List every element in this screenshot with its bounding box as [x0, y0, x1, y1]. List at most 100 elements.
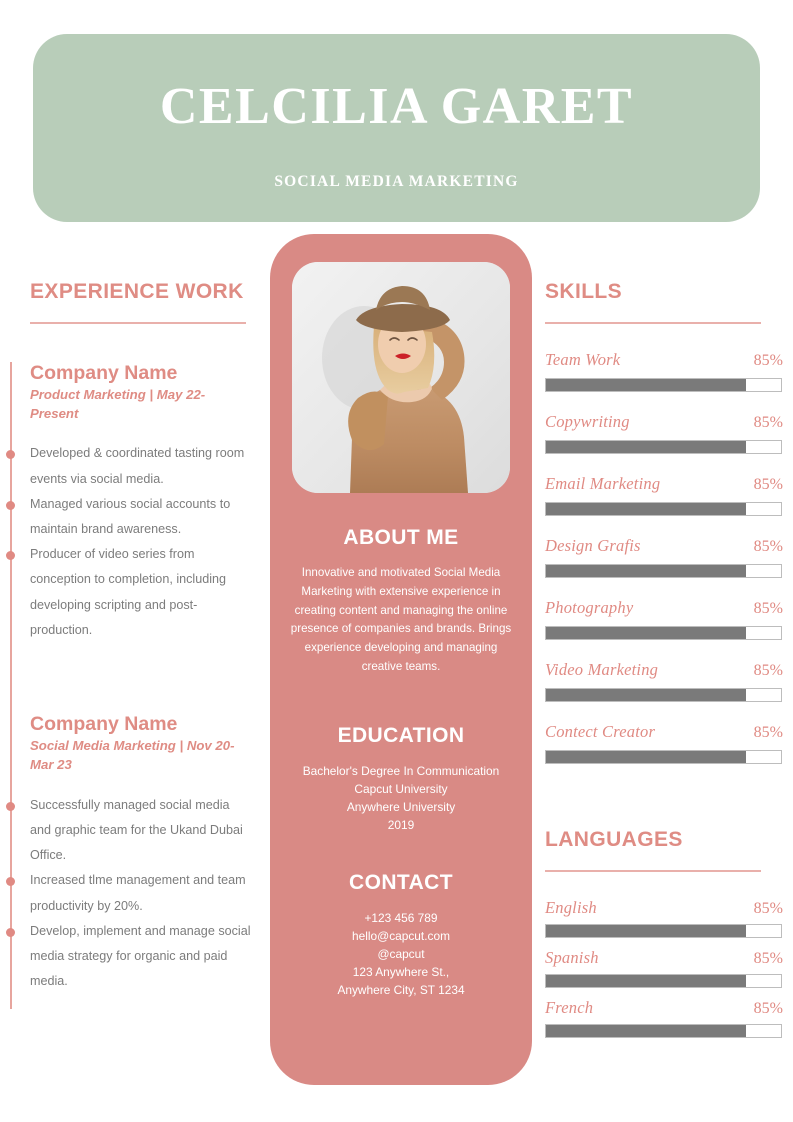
- language-meter-track: [545, 923, 782, 938]
- about-me-section: ABOUT ME Innovative and motivated Social…: [270, 526, 532, 677]
- about-me-heading: ABOUT ME: [343, 526, 459, 549]
- skill-meter-header: Design Grafis 85%: [545, 536, 783, 556]
- language-meter-fill: [546, 924, 746, 937]
- skill-meter-header: Team Work 85%: [545, 350, 783, 370]
- education-heading: EDUCATION: [337, 724, 465, 747]
- language-meter: Spanish 85%: [545, 948, 783, 988]
- language-meter-header: French 85%: [545, 998, 783, 1018]
- skills-meter-list: Team Work 85% Copywriting 85% Email Marketin…: [545, 350, 783, 764]
- skill-meter-fill: [546, 378, 746, 391]
- language-meter: English 85%: [545, 898, 783, 938]
- languages-heading: LANGUAGES: [545, 828, 683, 851]
- language-meter-fill: [546, 1024, 746, 1037]
- skill-meter-percent: 85%: [753, 723, 783, 741]
- education-line: Capcut University: [354, 782, 448, 797]
- skills-section: SKILLS Team Work 85% Copywriting 85% Email M…: [545, 280, 783, 784]
- language-meter-header: Spanish 85%: [545, 948, 783, 968]
- skill-meter-header: Photography 85%: [545, 598, 783, 618]
- skill-meter-header: Copywriting 85%: [545, 412, 783, 432]
- skill-meter-percent: 85%: [753, 537, 783, 555]
- page-title: CELCILIA GARET: [159, 78, 634, 135]
- skill-meter-header: Video Marketing 85%: [545, 660, 783, 680]
- skill-meter-track: [545, 439, 782, 454]
- skill-meter: Photography 85%: [545, 598, 783, 640]
- languages-section: LANGUAGES English 85% Spanish 85% French 85%: [545, 828, 783, 1048]
- skills-heading: SKILLS: [545, 280, 623, 303]
- job-bullet-item: Producer of video series from conception…: [6, 542, 252, 643]
- job-bullet-text: Managed various social accounts to maint…: [30, 496, 231, 536]
- skill-meter-fill: [546, 502, 746, 515]
- about-me-text: Innovative and motivated Social Media Ma…: [290, 566, 512, 673]
- job-bullet-item: Developed & coordinated tasting room eve…: [6, 441, 252, 491]
- job-bullet-text: Successfully managed social media and gr…: [30, 797, 243, 863]
- job-bullet-item: Managed various social accounts to maint…: [6, 492, 252, 542]
- skill-meter-header: Contect Creator 85%: [545, 722, 783, 742]
- skill-meter: Email Marketing 85%: [545, 474, 783, 516]
- language-meter-percent: 85%: [753, 949, 783, 967]
- portrait-photo-icon: [292, 262, 510, 493]
- contact-details: +123 456 789 hello@capcut.com @capcut 123 A…: [283, 909, 519, 999]
- language-meter-percent: 85%: [753, 999, 783, 1017]
- job-role-dates: Product Marketing | May 22-Present: [30, 386, 206, 421]
- job-company-name: Company Name: [30, 361, 178, 384]
- education-line: 2019: [387, 818, 415, 833]
- job-bullet-item: Successfully managed social media and gr…: [6, 793, 252, 869]
- job-bullet-item: Increased tlme management and team produ…: [6, 868, 252, 918]
- timeline-dot-icon: [6, 877, 15, 887]
- language-meter-track: [545, 973, 782, 988]
- experience-timeline: Company Name Product Marketing | May 22-P…: [0, 361, 262, 1009]
- job-bullet-list: Successfully managed social media and gr…: [6, 793, 262, 995]
- skill-meter-percent: 85%: [753, 599, 783, 617]
- job-bullet-text: Producer of video series from conception…: [30, 547, 227, 637]
- skill-meter: Copywriting 85%: [545, 412, 783, 454]
- experience-heading: EXPERIENCE WORK: [30, 280, 244, 303]
- skill-meter-track: [545, 377, 782, 392]
- skill-meter-track: [545, 501, 782, 516]
- language-meter-track: [545, 1023, 782, 1038]
- education-section: EDUCATION Bachelor's Degree In Communica…: [270, 724, 532, 834]
- contact-line: +123 456 789: [364, 911, 438, 925]
- job-bullet-text: Increased tlme management and team produ…: [30, 873, 246, 913]
- job-company-name: Company Name: [30, 712, 178, 735]
- skill-meter-fill: [546, 750, 746, 763]
- contact-heading: CONTACT: [349, 871, 453, 894]
- header-banner: CELCILIA GARET SOCIAL MEDIA MARKETING: [33, 34, 760, 222]
- language-meter-label: English: [545, 897, 597, 917]
- skill-meter-track: [545, 687, 782, 702]
- skill-meter-fill: [546, 440, 746, 453]
- skill-meter-header: Email Marketing 85%: [545, 474, 783, 494]
- language-meter-label: French: [545, 997, 594, 1017]
- skill-meter-label: Video Marketing: [545, 659, 659, 679]
- education-details: Bachelor's Degree In Communication Capcut…: [283, 762, 519, 834]
- job-bullet-item: Develop, implement and manage social med…: [6, 919, 252, 995]
- language-meter-label: Spanish: [545, 947, 599, 967]
- skill-meter: Video Marketing 85%: [545, 660, 783, 702]
- experience-divider: [30, 322, 246, 324]
- profile-panel: ABOUT ME Innovative and motivated Social…: [270, 234, 532, 1085]
- contact-line: @capcut: [377, 947, 425, 962]
- skill-meter-percent: 85%: [753, 351, 783, 369]
- experience-section: EXPERIENCE WORK Company Name Product Mark…: [0, 280, 262, 1009]
- skill-meter: Design Grafis 85%: [545, 536, 783, 578]
- job-role-dates: Social Media Marketing | Nov 20-Mar 23: [30, 738, 235, 773]
- contact-line: 123 Anywhere St.,: [352, 965, 450, 980]
- education-line: Anywhere University: [346, 800, 456, 815]
- timeline-dot-icon: [6, 551, 15, 561]
- timeline-line: [10, 361, 12, 1009]
- experience-job: Company Name Social Media Marketing | Nov…: [6, 712, 262, 995]
- job-bullet-text: Developed & coordinated tasting room eve…: [30, 446, 245, 486]
- skill-meter-track: [545, 563, 782, 578]
- contact-line: Anywhere City, ST 1234: [337, 983, 465, 998]
- timeline-dot-icon: [6, 927, 15, 937]
- skill-meter: Team Work 85%: [545, 350, 783, 392]
- language-meter: French 85%: [545, 998, 783, 1038]
- avatar: [292, 262, 510, 493]
- languages-divider: [545, 870, 761, 872]
- skill-meter-fill: [546, 688, 746, 701]
- skill-meter-fill: [546, 626, 746, 639]
- skill-meter-track: [545, 625, 782, 640]
- timeline-dot-icon: [6, 450, 15, 460]
- job-bullet-list: Developed & coordinated tasting room eve…: [6, 441, 262, 643]
- language-meter-percent: 85%: [753, 899, 783, 917]
- skill-meter-track: [545, 749, 782, 764]
